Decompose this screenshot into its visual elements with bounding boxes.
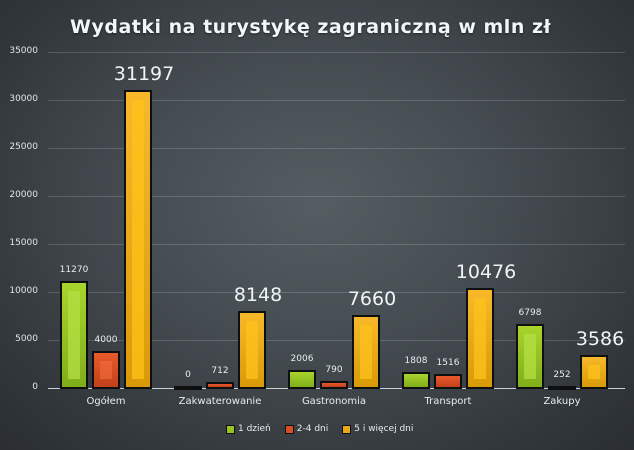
data-label: 2006 — [290, 353, 314, 364]
gridline — [48, 148, 625, 149]
gridline — [48, 292, 625, 293]
bar-transport-2 — [466, 288, 494, 389]
bar-ogółem-1 — [92, 350, 120, 389]
bar-highlight — [132, 99, 144, 379]
legend-item-1-dzien: 1 dzień — [226, 424, 271, 434]
bar-highlight — [100, 360, 112, 379]
data-label: 7660 — [347, 288, 397, 311]
bar-gastronomia-2 — [352, 315, 380, 389]
gridline — [48, 244, 625, 245]
gridline — [48, 100, 625, 101]
data-label: 790 — [325, 365, 343, 376]
bar-zakwaterowanie-2 — [238, 310, 266, 389]
bar-transport-0 — [402, 371, 430, 389]
bar-gastronomia-0 — [288, 369, 316, 389]
bar-ogółem-2 — [124, 89, 152, 389]
y-tick-label: 10000 — [9, 286, 38, 296]
bar-transport-1 — [434, 374, 462, 389]
y-tick-label: 25000 — [9, 142, 38, 152]
bar-zakupy-1 — [548, 386, 576, 390]
bar-zakupy-0 — [516, 323, 544, 389]
legend-item-2-4-dni: 2-4 dni — [284, 424, 329, 434]
gridline — [48, 196, 625, 197]
legend-swatch-green — [226, 424, 235, 434]
x-category-label: Zakwaterowanie — [178, 396, 262, 407]
data-label: 712 — [211, 366, 229, 377]
legend-label: 2-4 dni — [296, 424, 329, 434]
bar-highlight — [68, 290, 80, 379]
legend-swatch-orange — [342, 424, 352, 434]
bar-zakupy-2 — [580, 354, 608, 389]
data-label: 1808 — [404, 355, 428, 366]
bar-highlight — [474, 298, 486, 379]
data-label: 10476 — [455, 261, 517, 284]
x-category-label: Gastronomia — [301, 396, 367, 407]
bar-highlight — [246, 320, 258, 379]
data-label: 11270 — [59, 264, 89, 275]
data-label: 4000 — [94, 334, 118, 345]
y-tick-label: 0 — [32, 382, 38, 392]
x-category-label: Ogółem — [86, 396, 126, 407]
y-tick-label: 15000 — [9, 238, 38, 248]
data-label: 31197 — [113, 62, 175, 85]
legend-swatch-red — [284, 424, 294, 434]
chart-title: Wydatki na turystykę zagraniczną w mln z… — [70, 16, 552, 38]
y-tick-label: 20000 — [9, 190, 38, 200]
data-label: 3586 — [575, 327, 625, 350]
y-tick-label: 35000 — [9, 46, 38, 56]
x-category-label: Zakupy — [543, 396, 581, 407]
y-tick-label: 5000 — [15, 334, 38, 344]
x-category-label: Transport — [424, 396, 472, 407]
bar-highlight — [524, 333, 536, 379]
bar-gastronomia-1 — [320, 381, 348, 389]
legend-item-5-i-wiecej-dni: 5 i więcej dni — [342, 424, 413, 434]
bar-ogółem-0 — [60, 280, 88, 389]
bar-zakwaterowanie-0 — [174, 386, 202, 390]
bar-highlight — [588, 364, 600, 379]
legend-label: 5 i więcej dni — [354, 424, 414, 434]
legend: 1 dzień 2-4 dni 5 i więcej dni — [226, 424, 413, 434]
data-label: 6798 — [518, 307, 542, 318]
gridline — [48, 340, 625, 341]
legend-label: 1 dzień — [238, 424, 271, 434]
data-label: 8148 — [233, 283, 283, 306]
data-label: 1516 — [436, 358, 460, 369]
bar-zakwaterowanie-1 — [206, 382, 234, 389]
data-label: 252 — [553, 370, 571, 380]
y-tick-label: 30000 — [9, 94, 38, 104]
data-label: 0 — [185, 370, 191, 380]
bar-highlight — [360, 325, 372, 379]
gridline — [48, 52, 625, 53]
